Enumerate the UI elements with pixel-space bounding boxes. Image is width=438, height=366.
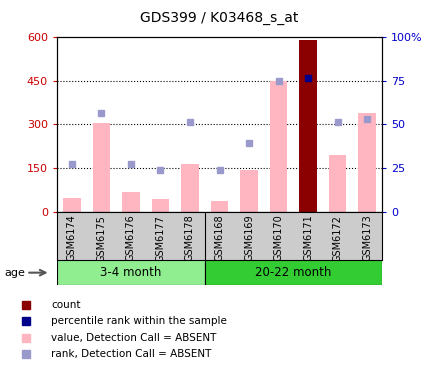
- Text: GSM6175: GSM6175: [96, 214, 106, 262]
- Bar: [210, 201, 228, 212]
- Text: GSM6170: GSM6170: [273, 214, 283, 261]
- Text: 20-22 month: 20-22 month: [254, 266, 331, 279]
- Text: percentile rank within the sample: percentile rank within the sample: [51, 316, 226, 326]
- Text: GSM6172: GSM6172: [332, 214, 342, 262]
- Bar: [204, 260, 381, 285]
- Bar: [181, 164, 198, 212]
- Text: GSM6168: GSM6168: [214, 214, 224, 261]
- Text: count: count: [51, 300, 80, 310]
- Bar: [122, 192, 139, 212]
- Bar: [269, 81, 287, 212]
- Bar: [92, 123, 110, 212]
- Bar: [328, 155, 346, 212]
- Text: GSM6169: GSM6169: [244, 214, 254, 261]
- Text: age: age: [4, 268, 25, 278]
- Text: GSM6174: GSM6174: [67, 214, 77, 261]
- Bar: [240, 170, 257, 212]
- Text: GSM6178: GSM6178: [184, 214, 194, 261]
- Text: 3-4 month: 3-4 month: [100, 266, 161, 279]
- Bar: [63, 198, 81, 212]
- Bar: [299, 40, 316, 212]
- Bar: [151, 199, 169, 212]
- Bar: [357, 113, 375, 212]
- Bar: [57, 260, 204, 285]
- Text: rank, Detection Call = ABSENT: rank, Detection Call = ABSENT: [51, 349, 211, 359]
- Text: GSM6171: GSM6171: [302, 214, 312, 261]
- Text: GSM6176: GSM6176: [126, 214, 136, 261]
- Text: GDS399 / K03468_s_at: GDS399 / K03468_s_at: [140, 11, 298, 25]
- Text: value, Detection Call = ABSENT: value, Detection Call = ABSENT: [51, 333, 216, 343]
- Text: GSM6177: GSM6177: [155, 214, 165, 262]
- Text: GSM6173: GSM6173: [361, 214, 371, 261]
